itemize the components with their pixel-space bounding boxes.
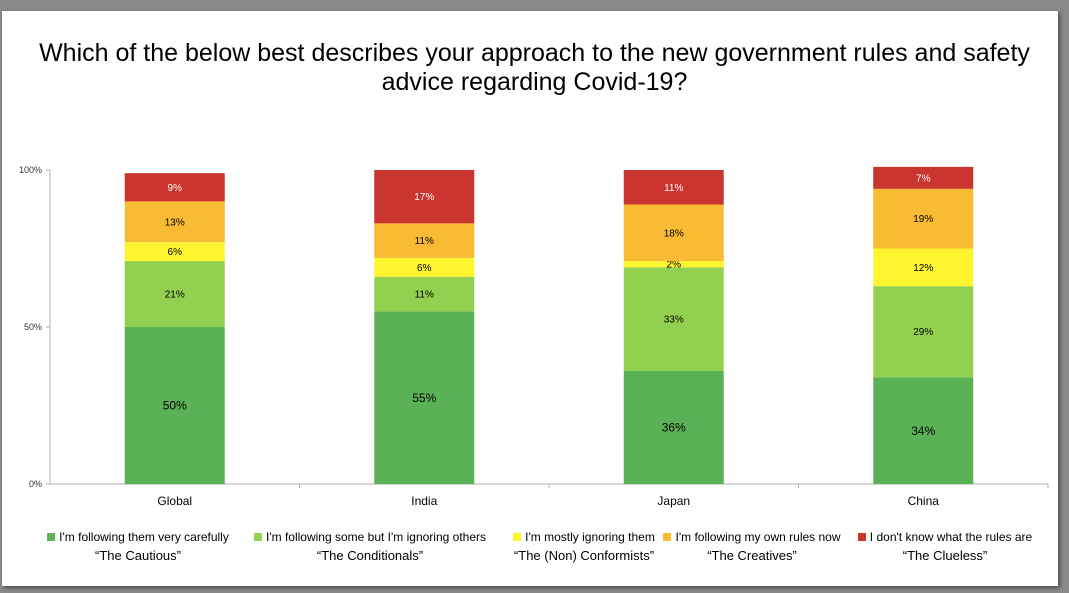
bar-segment <box>374 257 475 277</box>
data-label: 17% <box>414 192 434 203</box>
data-label: 2% <box>667 260 682 271</box>
data-label: 11% <box>415 290 434 301</box>
data-label: 18% <box>664 228 684 239</box>
bar-segment <box>374 223 475 258</box>
bar-segment <box>623 170 724 205</box>
legend-item: I'm following my own rules now “The Creat… <box>622 530 882 563</box>
legend-item: I'm following some but I'm ignoring othe… <box>240 530 500 563</box>
x-tick-label: Global <box>157 494 192 508</box>
data-label: 29% <box>913 327 933 338</box>
y-tick-label: 50% <box>24 322 42 332</box>
bar-segment <box>623 204 724 262</box>
bar-segment <box>374 170 475 224</box>
data-label: 36% <box>662 421 686 435</box>
legend-label: I don't know what the rules are <box>869 530 1033 544</box>
data-label: 12% <box>913 263 933 274</box>
legend-subtitle: “The Conditionals” <box>316 548 424 563</box>
bar-segment <box>873 188 974 249</box>
legend-label: I'm mostly ignoring them <box>525 530 655 544</box>
bar-segment <box>623 370 724 484</box>
bar-segment <box>873 377 974 484</box>
legend-swatch <box>253 533 262 541</box>
data-label: 55% <box>412 391 436 405</box>
legend-subtitle: “The Cautious” <box>95 548 181 563</box>
bar-segment <box>873 166 974 189</box>
data-label: 11% <box>415 236 434 247</box>
bar-segment <box>374 311 475 484</box>
legend-swatch <box>513 533 522 541</box>
data-label: 33% <box>664 315 684 326</box>
legend-item: I'm mostly ignoring them “The (Non) Confo… <box>454 530 714 563</box>
y-tick-label: 0% <box>29 479 42 489</box>
bar-segment <box>124 327 225 484</box>
chart-title: Which of the below best describes your a… <box>39 39 1030 96</box>
legend-swatch <box>663 533 672 541</box>
data-label: 9% <box>168 183 183 194</box>
legend-label: I'm following them very carefully <box>59 530 229 544</box>
legend-label: I'm following my own rules now <box>675 530 841 544</box>
data-label: 6% <box>417 263 432 274</box>
data-label: 7% <box>916 173 931 184</box>
bars: 50% 21% 6% 13% 9% 55% 11% 6% 11% 17% 36% 33% 2% 18% 11… <box>124 166 974 484</box>
x-tick-label: Japan <box>657 494 690 508</box>
legend-item: I don't know what the rules are “The Clue… <box>815 530 1069 563</box>
legend-item: I'm following them very carefully “The Ca… <box>8 530 268 563</box>
bar-segment <box>873 286 974 378</box>
bar-segment <box>124 201 225 243</box>
bar-segment <box>374 276 475 312</box>
x-tick-label: India <box>411 494 437 508</box>
data-label: 21% <box>165 290 185 301</box>
bar-segment <box>873 248 974 287</box>
data-label: 11% <box>664 183 683 194</box>
bar-segment <box>124 173 225 202</box>
legend: I'm following them very carefully “The Ca… <box>0 530 1069 570</box>
x-tick-label: China <box>908 494 940 508</box>
bar-segment <box>623 267 724 371</box>
legend-swatch <box>47 533 56 541</box>
y-tick-label: 100% <box>19 165 42 175</box>
legend-subtitle: “The Clueless” <box>902 548 988 563</box>
bar-segment <box>623 261 724 268</box>
bar-segment <box>124 242 225 262</box>
bar-segment <box>124 261 225 327</box>
data-label: 34% <box>911 424 935 438</box>
data-label: 19% <box>913 214 933 225</box>
legend-label: I'm following some but I'm ignoring othe… <box>265 530 486 544</box>
data-label: 50% <box>163 399 187 413</box>
data-label: 13% <box>165 217 185 228</box>
legend-subtitle: “The (Non) Conformists” <box>513 548 655 563</box>
legend-subtitle: “The Creatives” <box>707 548 797 563</box>
data-label: 6% <box>168 247 183 258</box>
legend-swatch <box>857 533 866 541</box>
